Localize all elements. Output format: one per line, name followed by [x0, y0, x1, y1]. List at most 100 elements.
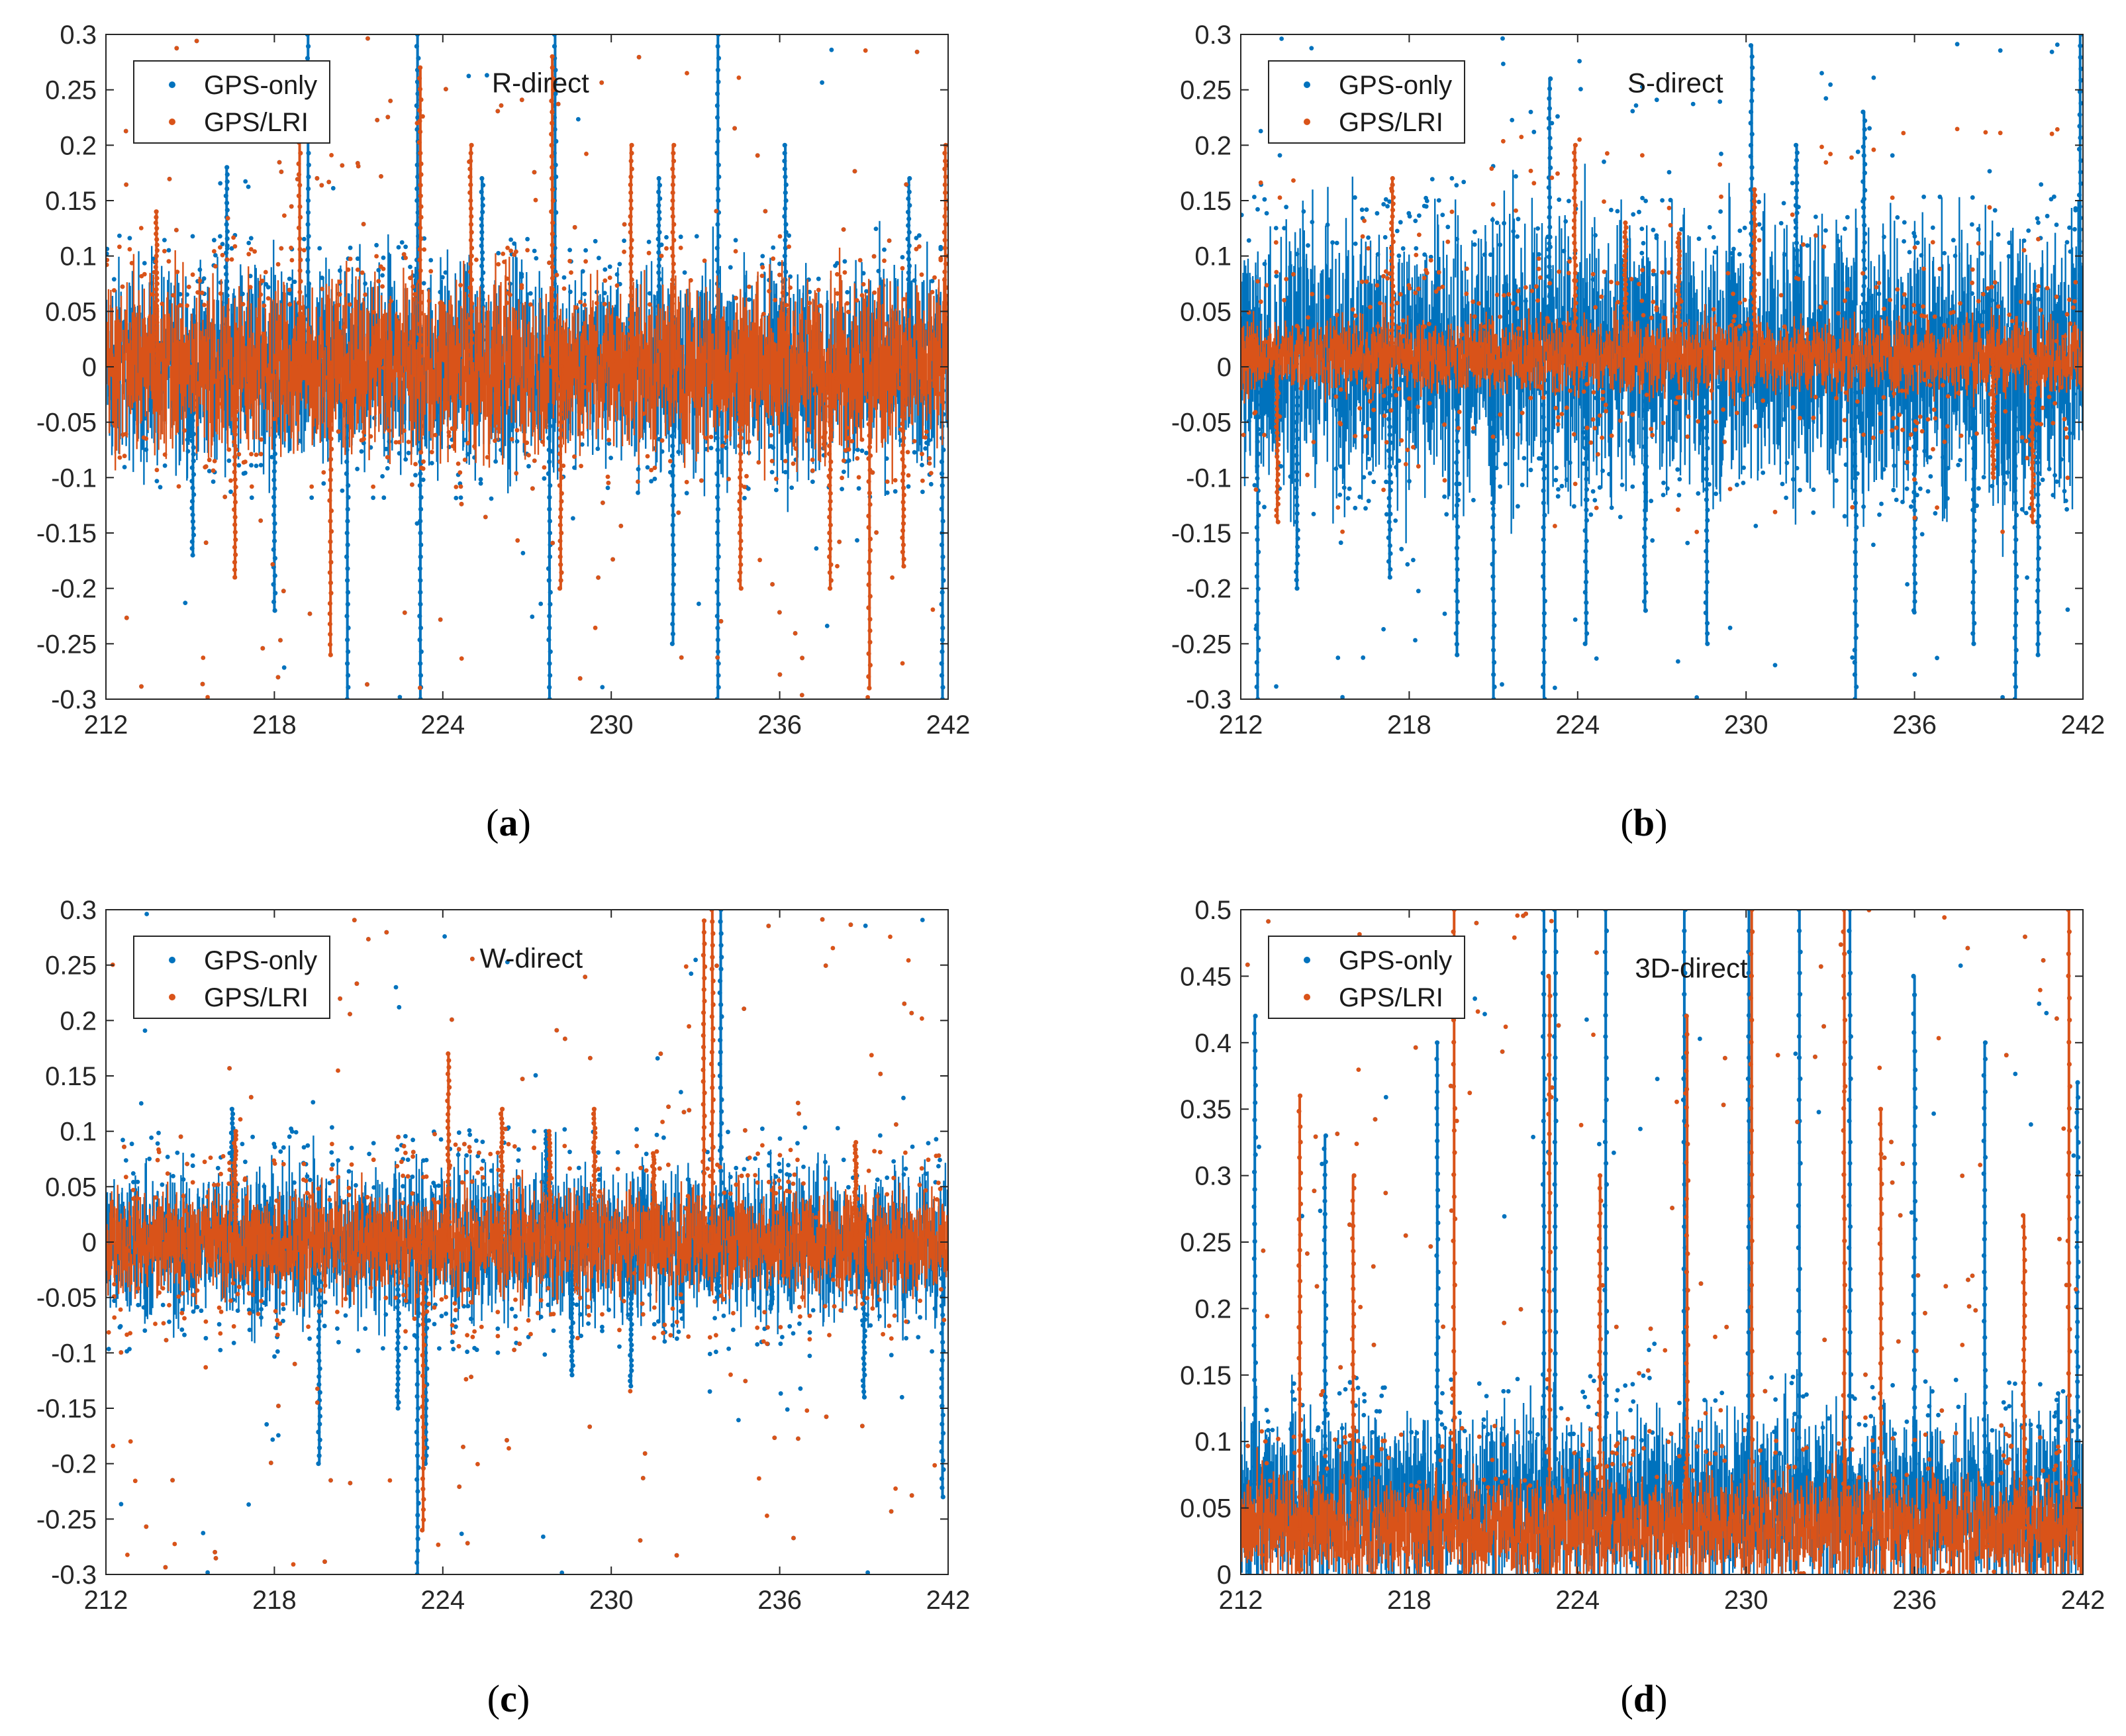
scatter-point	[141, 1305, 146, 1310]
scatter-point	[746, 439, 751, 444]
scatter-point	[1593, 305, 1598, 310]
scatter-point	[785, 1407, 790, 1412]
scatter-point	[203, 464, 209, 469]
scatter-point	[781, 1273, 786, 1278]
scatter-point	[793, 446, 798, 451]
scatter-point	[1631, 212, 1636, 217]
scatter-point	[256, 1312, 261, 1316]
scatter-point	[414, 1294, 420, 1298]
scatter-point	[678, 1292, 683, 1297]
scatter-point	[712, 1299, 717, 1304]
scatter-point	[646, 250, 652, 256]
scatter-point	[203, 1319, 209, 1324]
scatter-point	[259, 437, 264, 442]
scatter-point	[641, 411, 646, 416]
scatter-point	[533, 197, 538, 203]
scatter-point	[289, 258, 295, 263]
scatter-point	[1251, 333, 1256, 338]
scatter-point	[228, 489, 233, 495]
scatter-point	[1784, 460, 1790, 465]
scatter-point	[832, 1304, 837, 1309]
scatter-point	[479, 1166, 484, 1171]
scatter-point	[1974, 503, 1980, 508]
scatter-point	[1629, 277, 1634, 281]
scatter-point	[760, 254, 765, 259]
scatter-point	[1301, 209, 1306, 214]
scatter-point	[335, 1326, 340, 1331]
scatter-point	[1394, 301, 1400, 306]
scatter-point	[720, 444, 725, 448]
scatter-point	[275, 262, 281, 267]
scatter-point	[212, 249, 217, 254]
scatter-point	[561, 275, 567, 280]
scatter-point	[1554, 465, 1559, 470]
scatter-point	[1654, 305, 1659, 310]
scatter-point	[2019, 506, 2025, 512]
scatter-point	[1976, 241, 1981, 246]
scatter-point	[857, 258, 863, 263]
scatter-point	[2068, 321, 2073, 326]
scatter-point	[338, 279, 342, 284]
scatter-point	[308, 1177, 313, 1182]
scatter-point	[1843, 462, 1849, 467]
scatter-point	[1805, 331, 1810, 336]
scatter-point	[1291, 271, 1296, 277]
scatter-point	[1627, 371, 1632, 376]
scatter-point	[586, 1304, 591, 1310]
scatter-point	[1503, 461, 1508, 467]
scatter-point	[1882, 307, 1886, 311]
scatter-point	[395, 1164, 400, 1169]
scatter-point	[178, 1134, 183, 1139]
scatter-point	[769, 469, 775, 475]
scatter-point	[235, 1308, 240, 1313]
scatter-point	[1252, 483, 1257, 488]
scatter-point	[218, 291, 223, 296]
scatter-point	[1850, 505, 1855, 510]
scatter-point	[1461, 179, 1467, 185]
scatter-point	[437, 1346, 442, 1351]
scatter-point	[165, 1214, 169, 1219]
scatter-point	[411, 1154, 415, 1159]
scatter-point	[1805, 243, 1810, 248]
scatter-point	[833, 264, 838, 268]
scatter-point	[1394, 465, 1399, 469]
scatter-point	[456, 1152, 461, 1157]
scatter-point	[1264, 283, 1269, 288]
scatter-point	[1717, 338, 1721, 343]
scatter-point	[421, 1158, 426, 1163]
scatter-point	[638, 1165, 643, 1171]
scatter-point	[212, 459, 217, 463]
scatter-point	[1353, 241, 1358, 246]
scatter-point	[170, 1478, 175, 1483]
scatter-point	[654, 1149, 659, 1154]
scatter-point	[454, 1308, 458, 1313]
scatter-point	[106, 1347, 111, 1351]
scatter-point	[1241, 213, 1244, 218]
scatter-point	[1396, 386, 1402, 391]
scatter-point	[467, 1128, 472, 1133]
scatter-point	[281, 1161, 286, 1167]
scatter-point	[642, 1451, 648, 1456]
scatter-point	[211, 479, 216, 484]
scatter-point	[1942, 251, 1947, 256]
scatter-point	[489, 496, 494, 501]
scatter-point	[340, 163, 345, 168]
scatter-point	[155, 1157, 160, 1163]
scatter-point	[1843, 390, 1849, 395]
scatter-point	[1288, 474, 1293, 479]
scatter-point	[144, 1524, 149, 1529]
scatter-point	[1615, 209, 1620, 214]
x-tick-label: 218	[252, 710, 297, 740]
scatter-point	[514, 249, 518, 254]
scatter-point	[326, 179, 332, 185]
scatter-point	[228, 1298, 233, 1303]
scatter-point	[1879, 501, 1884, 506]
scatter-point	[883, 322, 889, 326]
scatter-point	[1490, 434, 1496, 439]
scatter-point	[243, 1176, 248, 1181]
scatter-point	[1422, 252, 1427, 257]
scatter-point	[1834, 478, 1839, 483]
scatter-point	[1309, 46, 1314, 51]
scatter-point	[404, 1283, 409, 1288]
scatter-point	[307, 611, 313, 616]
